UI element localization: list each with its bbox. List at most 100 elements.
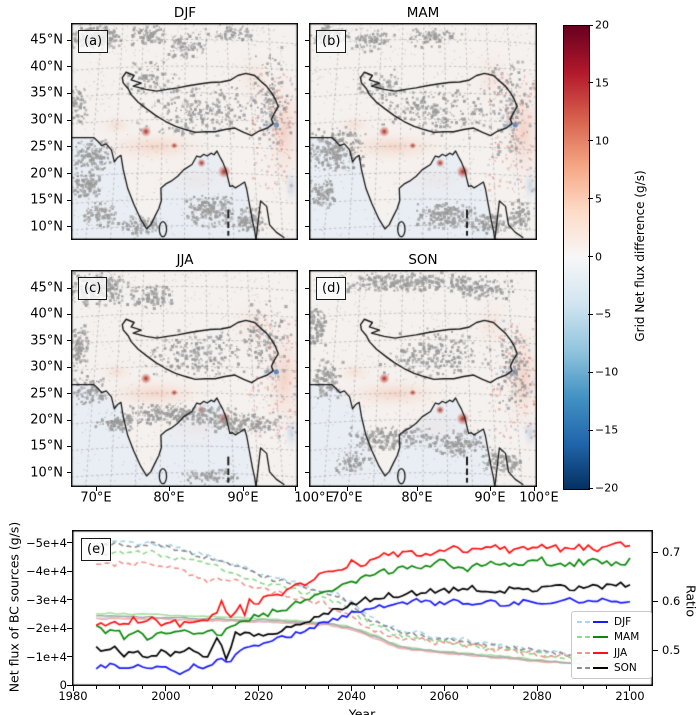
legend-solid-line-sample	[593, 620, 608, 623]
legend-solid-line-sample	[593, 651, 608, 654]
lat-tick-label: 15°N	[30, 192, 63, 208]
lat-tick-label: 35°N	[30, 333, 63, 349]
tick-mark	[95, 487, 97, 491]
legend-label: DJF	[614, 615, 632, 628]
tick-mark	[305, 66, 309, 68]
tick-mark	[629, 686, 631, 691]
tick-mark	[536, 686, 538, 691]
panel-label-c: (c)	[78, 277, 108, 300]
tick-mark	[72, 686, 74, 691]
lon-tick-label: 100°E	[519, 490, 559, 506]
tick-mark	[305, 92, 309, 94]
lat-tick-label: 15°N	[30, 438, 63, 454]
tick-mark	[653, 551, 658, 553]
tick-mark	[305, 146, 309, 148]
tick-mark	[67, 340, 71, 342]
lat-tick-label: 25°N	[30, 139, 63, 155]
legend-item-son: SON	[572, 661, 651, 677]
colorbar-tick	[588, 256, 593, 257]
tick-mark	[234, 686, 236, 689]
tick-mark	[294, 487, 296, 491]
colorbar-tick-label: 15	[595, 76, 609, 90]
tick-mark	[67, 472, 71, 474]
tick-mark	[559, 686, 561, 689]
legend-label: SON	[614, 662, 637, 674]
tick-mark	[305, 287, 309, 289]
lon-tick-label: 100°E	[294, 490, 334, 506]
tick-mark	[95, 686, 97, 689]
tick-mark	[305, 199, 309, 201]
tick-mark	[67, 419, 71, 421]
lat-tick-label: 45°N	[30, 280, 63, 296]
tick-mark	[67, 313, 71, 315]
lat-tick-label: 40°N	[30, 306, 63, 322]
colorbar-tick	[588, 429, 593, 431]
colorbar-tick	[588, 313, 593, 315]
colorbar-tick-label: −5	[595, 307, 612, 321]
tick-mark	[142, 686, 144, 689]
tick-mark	[67, 366, 71, 368]
tick-mark	[305, 119, 309, 121]
tick-mark	[281, 686, 283, 689]
tick-mark	[67, 39, 71, 41]
tick-mark	[242, 487, 244, 491]
lat-tick-label: 25°N	[30, 386, 63, 402]
timeseries-canvas	[72, 530, 653, 686]
tick-mark	[374, 686, 376, 689]
tick-mark	[67, 199, 71, 201]
ratio-tick-label: 0.7	[662, 545, 681, 559]
tick-mark	[67, 66, 71, 68]
flux-tick-label: −5e+4	[26, 535, 67, 550]
tick-mark	[188, 686, 190, 689]
tick-mark	[67, 445, 71, 447]
lat-tick-label: 20°N	[30, 412, 63, 428]
lat-tick-label: 10°N	[30, 465, 63, 481]
legend-item-mam: MAM	[572, 630, 651, 646]
colorbar-tick-label: −10	[595, 365, 619, 379]
flux-tick-label: −1e+4	[26, 649, 67, 664]
panel-label-a: (a)	[78, 30, 109, 53]
map-canvas-djf	[71, 23, 298, 240]
lon-tick-label: 70°E	[331, 490, 363, 506]
tick-mark	[420, 686, 422, 689]
tick-mark	[67, 146, 71, 148]
tick-mark	[305, 419, 309, 421]
tick-mark	[443, 686, 445, 691]
tick-mark	[513, 686, 515, 689]
colorbar-tick-label: 5	[595, 192, 602, 206]
legend-dashed-line-sample	[577, 651, 590, 654]
tick-mark	[350, 686, 352, 691]
flux-tick-label: −4e+4	[26, 564, 67, 578]
tick-mark	[67, 599, 72, 600]
lat-tick-label: 10°N	[30, 219, 63, 235]
colorbar-label: Grid Net flux difference (g/s)	[633, 170, 647, 342]
lon-tick-label: 80°E	[401, 490, 433, 506]
ratio-tick-label: 0.6	[662, 594, 681, 608]
tick-mark	[305, 393, 309, 395]
panel-label-d: (d)	[316, 277, 347, 300]
tick-mark	[67, 542, 72, 543]
legend-label: MAM	[614, 631, 640, 643]
flux-tick-label: −2e+4	[26, 621, 67, 635]
colorbar-tick	[588, 82, 593, 84]
tick-mark	[305, 445, 309, 447]
year-tick-label: 2100	[615, 689, 645, 703]
tick-mark	[67, 627, 72, 629]
colorbar-tick-label: −20	[595, 481, 619, 495]
tick-mark	[305, 472, 309, 474]
colorbar-tick	[588, 371, 593, 373]
legend-item-jja: JJA	[572, 645, 651, 661]
tick-mark	[67, 684, 72, 686]
colorbar-tick-label: 10	[595, 134, 609, 148]
tick-mark	[67, 570, 72, 572]
tick-mark	[168, 487, 170, 491]
colorbar-tick	[588, 198, 593, 200]
lat-tick-label: 30°N	[30, 359, 63, 375]
tick-mark	[67, 173, 71, 174]
tick-mark	[304, 686, 306, 689]
colorbar-tick-label: −15	[595, 423, 619, 437]
tick-mark	[490, 686, 492, 689]
map-title-son: SON	[408, 252, 438, 268]
legend-dashed-line-sample	[577, 667, 590, 670]
panel-label-b: (b)	[316, 30, 347, 53]
